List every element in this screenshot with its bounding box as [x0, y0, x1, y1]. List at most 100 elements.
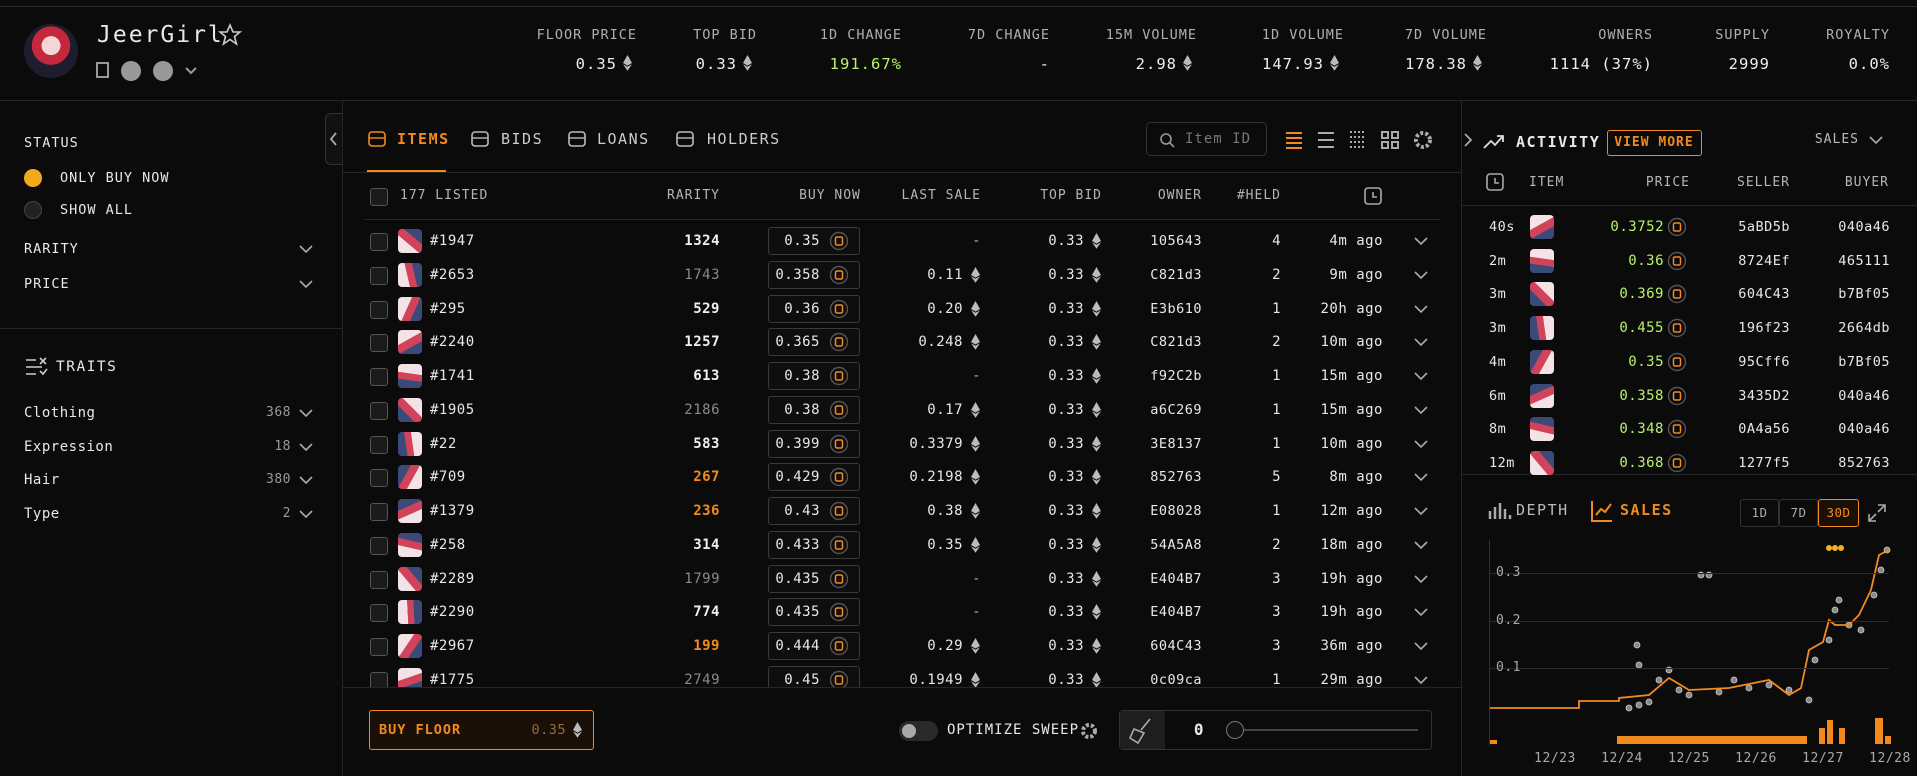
trait-expand[interactable]	[298, 441, 314, 453]
item-id[interactable]: #1905	[430, 401, 475, 418]
range-label[interactable]: 1D	[1751, 505, 1768, 520]
row-checkbox[interactable]	[370, 503, 388, 521]
optimize-sweep-label[interactable]: OPTIMIZE SWEEP	[947, 722, 1080, 738]
filter-label[interactable]: RARITY	[24, 241, 79, 257]
chart-tab[interactable]: SALES	[1620, 501, 1673, 519]
item-id[interactable]: #2653	[430, 266, 475, 283]
sweep-settings-button[interactable]	[1078, 720, 1100, 742]
owner[interactable]: 852763	[1150, 469, 1202, 486]
item-id[interactable]: #2240	[430, 334, 475, 351]
item-id[interactable]: #2290	[430, 604, 475, 621]
collapse-sidebar-button[interactable]	[325, 113, 342, 165]
select-all-checkbox[interactable]	[370, 188, 388, 206]
owner[interactable]: C821d3	[1150, 266, 1202, 283]
trait-name[interactable]: Hair	[24, 472, 60, 488]
item-id[interactable]: #1947	[430, 233, 475, 249]
trait-expand[interactable]	[298, 474, 314, 486]
seller[interactable]: 5aBD5b	[1738, 219, 1790, 235]
column-header[interactable]: RARITY	[667, 188, 720, 203]
range-button[interactable]	[1740, 499, 1779, 527]
range-label[interactable]: 30D	[1826, 505, 1851, 520]
buy-now-button[interactable]	[768, 463, 860, 492]
buy-now-button[interactable]	[768, 362, 860, 390]
trait-name[interactable]: Expression	[24, 438, 114, 455]
status-option[interactable]: ONLY BUY NOW	[60, 170, 170, 186]
row-expand[interactable]	[1413, 640, 1429, 652]
seller[interactable]: 8724Ef	[1738, 252, 1790, 269]
trait-expand[interactable]	[298, 508, 314, 520]
filter-label[interactable]: PRICE	[24, 276, 70, 292]
row-checkbox[interactable]	[370, 671, 388, 687]
owner[interactable]: E404B7	[1150, 570, 1202, 587]
chart-tab[interactable]: DEPTH	[1516, 501, 1569, 519]
buyer[interactable]: b7Bf05	[1838, 286, 1890, 303]
trait-name[interactable]: Type	[24, 505, 60, 522]
owner[interactable]: a6C269	[1150, 401, 1202, 418]
tab[interactable]: HOLDERS	[707, 130, 781, 148]
view-more-button[interactable]	[1607, 130, 1702, 156]
radio-button[interactable]	[24, 201, 42, 219]
seller[interactable]: 0A4a56	[1738, 421, 1790, 438]
range-button[interactable]	[1779, 499, 1818, 527]
item-id[interactable]: #258	[430, 536, 466, 553]
filter-expand[interactable]	[298, 243, 314, 255]
buyer[interactable]: 040a46	[1838, 219, 1890, 235]
buy-now-button[interactable]	[768, 260, 860, 289]
item-id[interactable]: #1741	[430, 368, 475, 384]
column-header[interactable]: BUY NOW	[799, 188, 861, 203]
item-id[interactable]: #709	[430, 469, 466, 486]
row-expand[interactable]	[1413, 438, 1429, 450]
owner[interactable]: 0c09ca	[1150, 671, 1202, 687]
tab[interactable]: LOANS	[597, 130, 650, 148]
buy-now-button[interactable]	[768, 294, 860, 323]
buy-now-button[interactable]	[768, 564, 860, 593]
row-expand[interactable]	[1413, 505, 1429, 517]
row-expand[interactable]	[1413, 336, 1429, 348]
status-option[interactable]: SHOW ALL	[60, 202, 134, 218]
tab-icon[interactable]	[675, 128, 697, 150]
buy-now-button[interactable]	[768, 395, 860, 424]
social-icons[interactable]	[94, 59, 214, 83]
row-expand[interactable]	[1413, 606, 1429, 618]
buy-now-button[interactable]	[768, 429, 860, 458]
row-checkbox[interactable]	[370, 435, 388, 454]
owner[interactable]: C821d3	[1150, 334, 1202, 351]
buyer[interactable]: 2664db	[1838, 320, 1890, 337]
buy-now-button[interactable]	[768, 598, 860, 627]
seller[interactable]: 95Cff6	[1738, 353, 1790, 370]
buy-now-button[interactable]	[768, 530, 860, 559]
item-id[interactable]: #1775	[430, 671, 475, 687]
seller[interactable]: 604C43	[1738, 286, 1790, 303]
time-column-icon[interactable]	[1363, 186, 1385, 208]
buyer[interactable]: 852763	[1838, 454, 1890, 471]
tab-icon[interactable]	[470, 128, 492, 150]
expand-chart-button[interactable]	[1867, 503, 1887, 523]
column-header[interactable]: LAST SALE	[901, 188, 981, 203]
item-id[interactable]: #22	[430, 435, 457, 452]
row-checkbox[interactable]	[370, 536, 388, 555]
row-checkbox[interactable]	[370, 469, 388, 488]
row-expand[interactable]	[1413, 235, 1429, 247]
buyer[interactable]: 040a46	[1838, 387, 1890, 404]
view-options[interactable]	[1284, 128, 1436, 152]
row-expand[interactable]	[1413, 573, 1429, 585]
broom-button[interactable]	[1120, 711, 1165, 749]
favorite-star[interactable]	[218, 23, 242, 47]
seller[interactable]: 3435D2	[1738, 387, 1790, 404]
owner[interactable]: 54A5A8	[1150, 536, 1202, 553]
row-expand[interactable]	[1413, 370, 1429, 382]
row-checkbox[interactable]	[370, 368, 388, 386]
filter-dropdown-arrow[interactable]	[1868, 132, 1884, 148]
trait-name[interactable]: Clothing	[24, 405, 96, 421]
item-id[interactable]: #1379	[430, 503, 475, 519]
buyer[interactable]: 465111	[1838, 252, 1890, 269]
buy-now-button[interactable]	[768, 328, 860, 357]
owner[interactable]: 105643	[1150, 233, 1202, 249]
owner[interactable]: f92C2b	[1150, 368, 1202, 384]
tab-icon[interactable]	[567, 128, 589, 150]
range-label[interactable]: 7D	[1790, 505, 1807, 520]
item-id[interactable]: #2289	[430, 570, 475, 587]
column-header[interactable]: OWNER	[1157, 188, 1202, 203]
sweep-slider-handle[interactable]	[1226, 721, 1244, 739]
column-header[interactable]: TOP BID	[1040, 188, 1102, 203]
